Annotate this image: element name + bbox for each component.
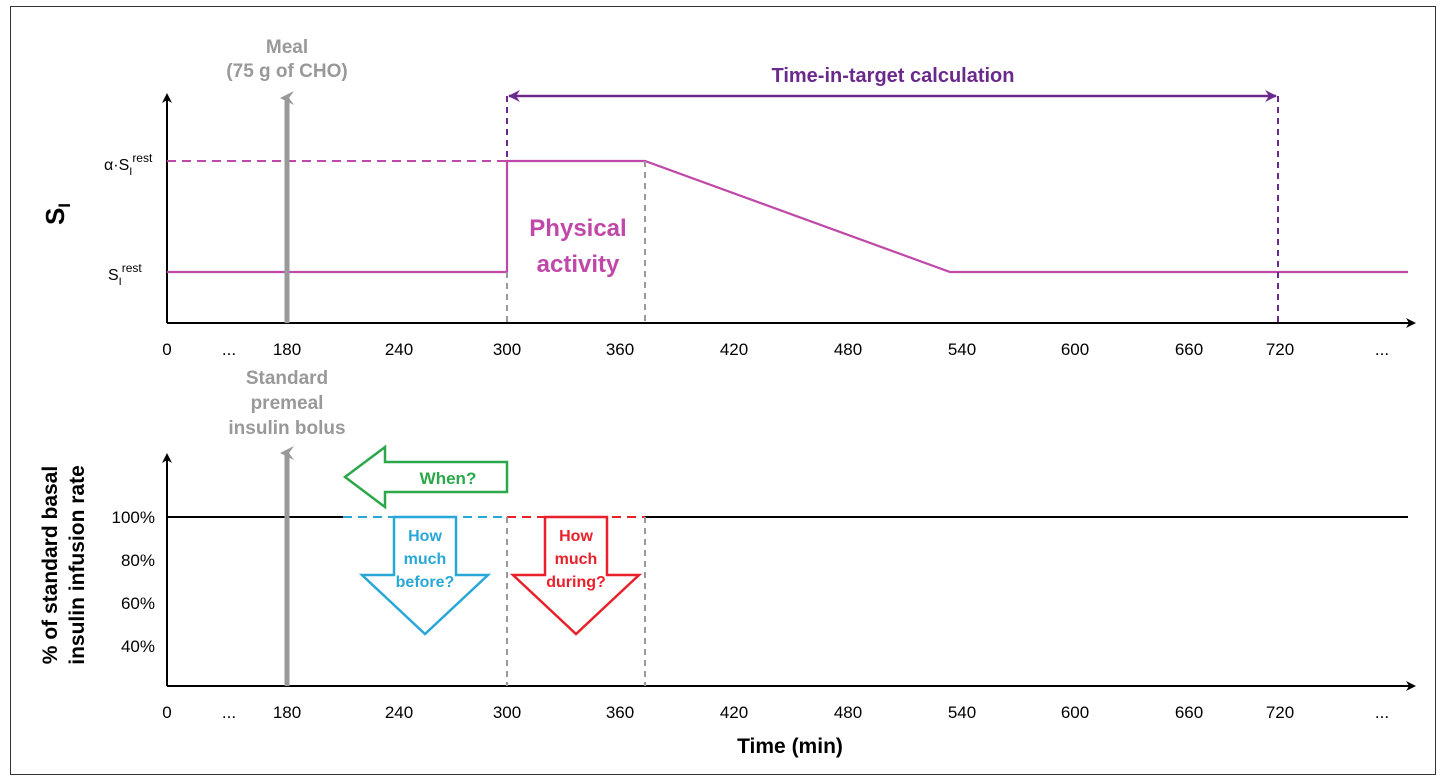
y-label-alpha-si-rest: α·SIrest bbox=[104, 151, 153, 178]
bottom-x-tick-labels: 0... 180 240 300 360 420 480 540 600 660 720... bbox=[162, 703, 1389, 722]
when-arrow-shape bbox=[342, 444, 509, 510]
bottom-x-tick-11: 720 bbox=[1266, 703, 1294, 722]
bottom-y-axis-title-line1: % of standard basal bbox=[39, 466, 62, 664]
bottom-x-tick-2: 180 bbox=[273, 703, 301, 722]
meal-label-line2: (75 g of CHO) bbox=[226, 61, 347, 82]
top-x-tick-8: 540 bbox=[948, 340, 976, 359]
bottom-x-tick-5: 360 bbox=[606, 703, 634, 722]
top-x-tick-12: ... bbox=[1375, 340, 1389, 359]
bolus-label-line1: Standard bbox=[246, 368, 328, 389]
top-y-axis-title: SI bbox=[40, 203, 74, 225]
bottom-x-tick-12: ... bbox=[1375, 703, 1389, 722]
bottom-x-tick-4: 300 bbox=[493, 703, 521, 722]
top-x-tick-10: 660 bbox=[1175, 340, 1203, 359]
si-profile-line bbox=[167, 159, 1408, 274]
during-label-line2: much bbox=[555, 551, 598, 568]
bottom-x-tick-6: 420 bbox=[720, 703, 748, 722]
meal-label-line1: Meal bbox=[266, 37, 308, 58]
y-tick-80: 80% bbox=[121, 551, 155, 570]
before-label-line2: much bbox=[404, 551, 447, 568]
during-arrow-shape bbox=[509, 515, 643, 636]
figure-frame bbox=[10, 6, 1436, 775]
top-x-tick-labels: 0... 180 240 300 360 420 480 540 600 660 720... bbox=[162, 340, 1389, 359]
during-label-line3: during? bbox=[546, 574, 606, 591]
top-panel: SI α·SIrest SIrest Time-in-target calcul… bbox=[40, 37, 1416, 359]
before-label-line1: How bbox=[408, 528, 442, 545]
physical-activity-line2: activity bbox=[537, 251, 620, 278]
top-x-tick-3: 240 bbox=[385, 340, 413, 359]
y-tick-40: 40% bbox=[121, 637, 155, 656]
y-tick-60: 60% bbox=[121, 594, 155, 613]
during-label-line1: How bbox=[559, 528, 593, 545]
bolus-label-line2: premeal bbox=[251, 393, 324, 414]
bottom-x-tick-3: 240 bbox=[385, 703, 413, 722]
top-x-tick-5: 360 bbox=[606, 340, 634, 359]
top-x-tick-9: 600 bbox=[1061, 340, 1089, 359]
bottom-x-tick-9: 600 bbox=[1061, 703, 1089, 722]
bottom-x-tick-1: ... bbox=[222, 703, 236, 722]
top-x-tick-0: 0 bbox=[162, 340, 171, 359]
bolus-label-line3: insulin bolus bbox=[228, 418, 345, 439]
top-x-tick-4: 300 bbox=[493, 340, 521, 359]
top-x-tick-2: 180 bbox=[273, 340, 301, 359]
bottom-y-axis-title-line2: insulin infusion rate bbox=[66, 465, 89, 665]
time-in-target-label: Time-in-target calculation bbox=[771, 65, 1014, 87]
y-tick-100: 100% bbox=[112, 508, 155, 527]
top-x-tick-1: ... bbox=[222, 340, 236, 359]
before-arrow-shape bbox=[358, 515, 492, 636]
bottom-x-tick-8: 540 bbox=[948, 703, 976, 722]
bottom-x-tick-7: 480 bbox=[834, 703, 862, 722]
x-axis-title: Time (min) bbox=[737, 735, 843, 758]
before-label-line3: before? bbox=[396, 574, 455, 591]
bottom-panel: % of standard basal insulin infusion rat… bbox=[39, 368, 1416, 758]
when-label: When? bbox=[420, 469, 477, 488]
top-x-tick-7: 480 bbox=[834, 340, 862, 359]
y-label-si-rest: SIrest bbox=[108, 261, 142, 288]
top-x-tick-6: 420 bbox=[720, 340, 748, 359]
top-x-tick-11: 720 bbox=[1266, 340, 1294, 359]
physical-activity-line1: Physical bbox=[529, 215, 626, 242]
bottom-x-tick-10: 660 bbox=[1175, 703, 1203, 722]
bottom-x-tick-0: 0 bbox=[162, 703, 171, 722]
